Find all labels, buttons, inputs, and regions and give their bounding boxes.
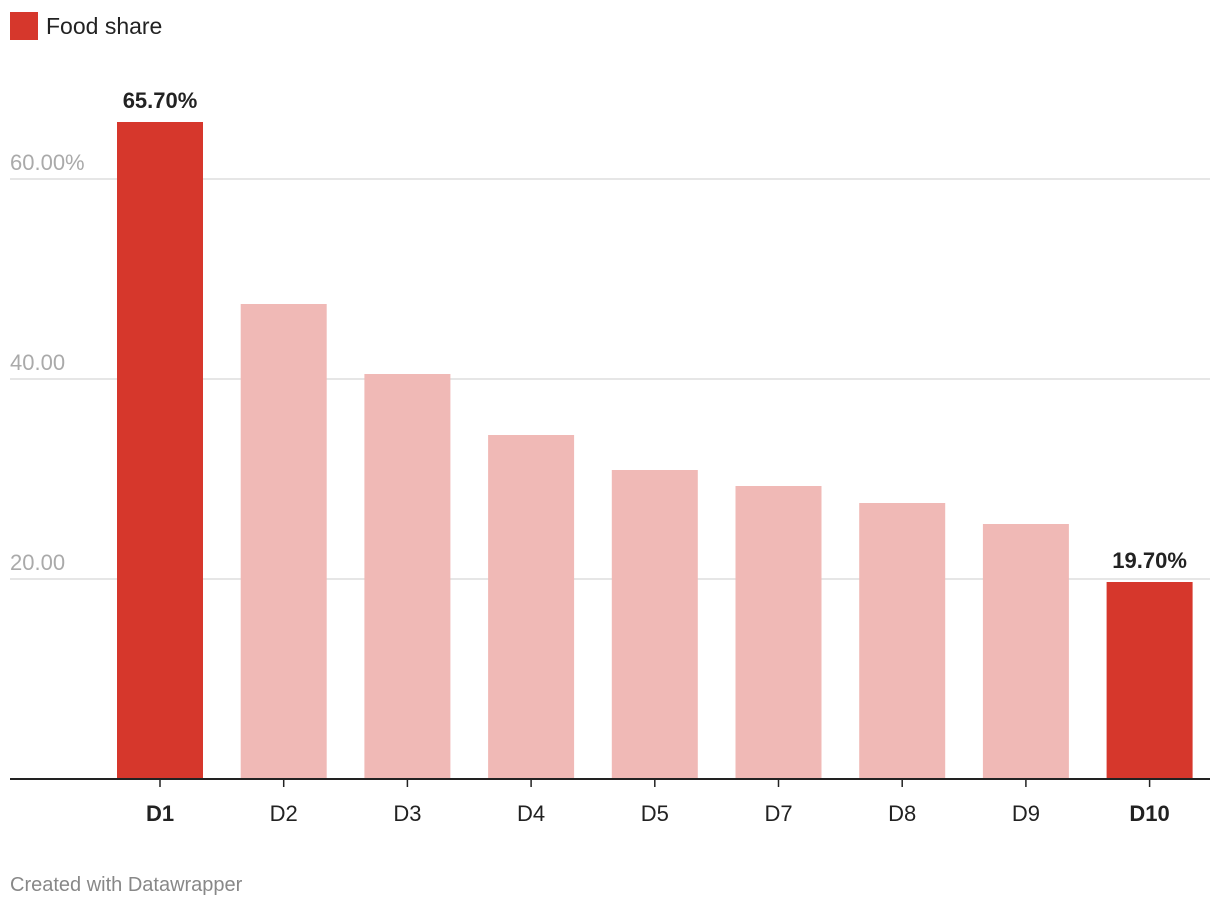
x-category-label-d8: D8 — [888, 801, 916, 826]
credit-footer: Created with Datawrapper — [10, 874, 243, 896]
y-tick-label-60: 60.00% — [10, 150, 85, 175]
x-category-label-d5: D5 — [641, 801, 669, 826]
y-tick-label-20: 20.00 — [10, 550, 65, 575]
bar-d7 — [735, 486, 822, 779]
x-category-label-d7: D7 — [764, 801, 792, 826]
legend-label-food-share: Food share — [46, 12, 163, 39]
bar-d4 — [488, 435, 575, 779]
bar-d9 — [982, 524, 1069, 779]
bar-d10 — [1106, 582, 1193, 779]
x-category-label-d9: D9 — [1012, 801, 1040, 826]
bar-d2 — [240, 304, 327, 779]
x-category-label-d3: D3 — [393, 801, 421, 826]
bar-d1 — [117, 122, 203, 779]
bar-d8 — [859, 503, 946, 779]
bar-d3 — [364, 374, 451, 779]
bar-d5 — [611, 470, 698, 779]
x-category-label-d1: D1 — [146, 801, 174, 826]
x-category-label-d4: D4 — [517, 801, 545, 826]
legend-swatch-food-share — [10, 12, 38, 40]
legend: Food share — [10, 12, 162, 40]
x-category-label-d2: D2 — [270, 801, 298, 826]
value-label-d1: 65.70% — [123, 88, 198, 113]
y-tick-label-40: 40.00 — [10, 350, 65, 375]
value-label-d10: 19.70% — [1112, 548, 1187, 573]
x-category-label-d10: D10 — [1129, 801, 1169, 826]
